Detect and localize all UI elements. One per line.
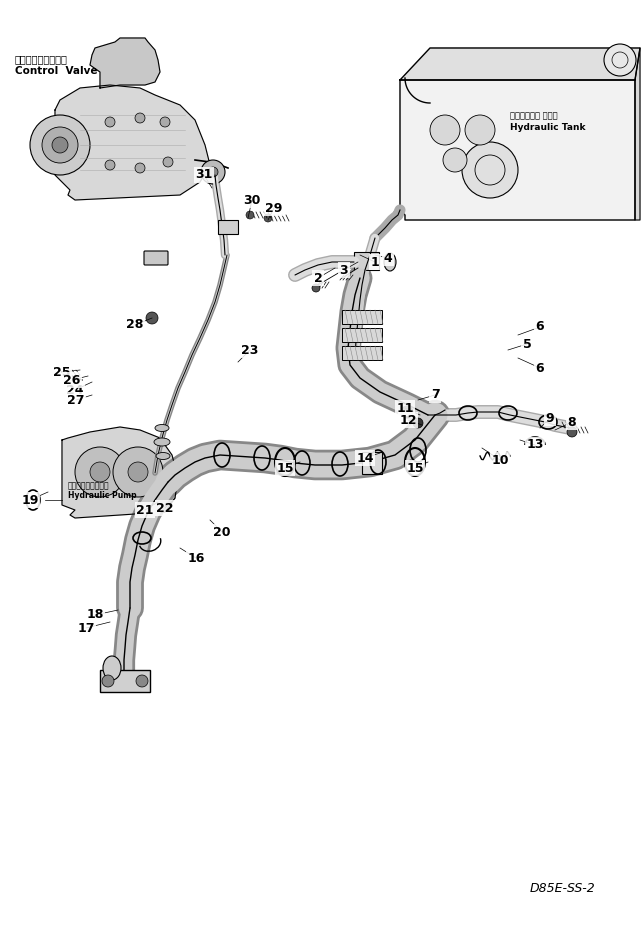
Text: 9: 9	[546, 412, 554, 424]
Text: 30: 30	[243, 194, 260, 207]
Text: 29: 29	[266, 201, 283, 214]
Circle shape	[113, 447, 163, 497]
Text: Control  Valve: Control Valve	[15, 66, 98, 76]
Ellipse shape	[384, 253, 396, 271]
Bar	[100, 670, 150, 692]
Circle shape	[135, 113, 145, 123]
Circle shape	[75, 447, 125, 497]
Text: 27: 27	[68, 393, 85, 406]
Text: 23: 23	[241, 344, 258, 357]
Polygon shape	[635, 48, 640, 220]
Polygon shape	[55, 85, 210, 200]
Text: 21: 21	[136, 503, 154, 516]
Circle shape	[604, 44, 636, 76]
Text: D85E-SS-2: D85E-SS-2	[529, 882, 595, 895]
Circle shape	[105, 117, 115, 127]
Polygon shape	[90, 38, 160, 88]
Text: 16: 16	[187, 552, 204, 565]
Ellipse shape	[156, 453, 170, 459]
Circle shape	[246, 211, 254, 219]
Text: 6: 6	[536, 362, 545, 375]
Circle shape	[462, 142, 518, 198]
Circle shape	[567, 427, 577, 437]
Text: 14: 14	[356, 451, 374, 464]
Text: Hydraulic Tank: Hydraulic Tank	[510, 123, 586, 132]
Text: 20: 20	[213, 526, 231, 539]
Polygon shape	[62, 427, 178, 518]
Text: 24: 24	[66, 383, 84, 396]
Bar	[342, 310, 382, 324]
Bar	[354, 252, 379, 270]
Circle shape	[135, 163, 145, 173]
Circle shape	[413, 418, 423, 428]
Text: 11: 11	[396, 402, 413, 415]
Bar	[362, 452, 382, 474]
Text: ハイドリックポンプ: ハイドリックポンプ	[68, 481, 109, 490]
Circle shape	[52, 137, 68, 153]
Text: 19: 19	[21, 494, 39, 506]
Text: Hydraulic Pump: Hydraulic Pump	[68, 491, 136, 500]
Text: 15: 15	[276, 461, 294, 474]
Polygon shape	[400, 80, 635, 220]
Circle shape	[401, 406, 413, 418]
Circle shape	[105, 160, 115, 170]
Text: 28: 28	[126, 319, 143, 332]
Circle shape	[30, 115, 90, 175]
Text: 22: 22	[156, 501, 174, 514]
Text: 8: 8	[568, 416, 576, 429]
Ellipse shape	[155, 424, 169, 432]
Text: 6: 6	[536, 321, 545, 334]
Text: 12: 12	[399, 414, 417, 427]
Text: 2: 2	[314, 271, 322, 284]
Circle shape	[264, 214, 272, 222]
Text: コントロールバルブ: コントロールバルブ	[15, 54, 68, 64]
Ellipse shape	[103, 656, 121, 680]
Text: 15: 15	[406, 461, 424, 474]
Text: 7: 7	[431, 389, 439, 402]
Text: 18: 18	[86, 609, 104, 622]
Polygon shape	[400, 48, 640, 80]
Circle shape	[146, 312, 158, 324]
Text: 10: 10	[491, 454, 509, 467]
Text: 25: 25	[53, 365, 71, 378]
Bar	[342, 328, 382, 342]
Text: 17: 17	[77, 622, 95, 635]
Bar	[218, 220, 238, 234]
Circle shape	[128, 462, 148, 482]
Circle shape	[160, 117, 170, 127]
Text: ハイドリック タンク: ハイドリック タンク	[510, 111, 557, 120]
Text: 26: 26	[63, 374, 80, 387]
Text: 1: 1	[370, 255, 379, 268]
Circle shape	[102, 675, 114, 687]
Text: 13: 13	[527, 438, 544, 451]
Circle shape	[465, 115, 495, 145]
Circle shape	[430, 115, 460, 145]
Ellipse shape	[154, 438, 170, 446]
Text: 5: 5	[523, 337, 531, 350]
Circle shape	[136, 675, 148, 687]
Text: 4: 4	[384, 252, 392, 265]
Circle shape	[443, 148, 467, 172]
FancyBboxPatch shape	[144, 251, 168, 265]
Circle shape	[42, 127, 78, 163]
Circle shape	[163, 157, 173, 167]
Circle shape	[201, 160, 225, 184]
Text: 3: 3	[340, 264, 349, 277]
Bar	[342, 346, 382, 360]
Circle shape	[90, 462, 110, 482]
Circle shape	[208, 167, 218, 177]
Circle shape	[312, 284, 320, 292]
Text: 31: 31	[195, 169, 213, 182]
